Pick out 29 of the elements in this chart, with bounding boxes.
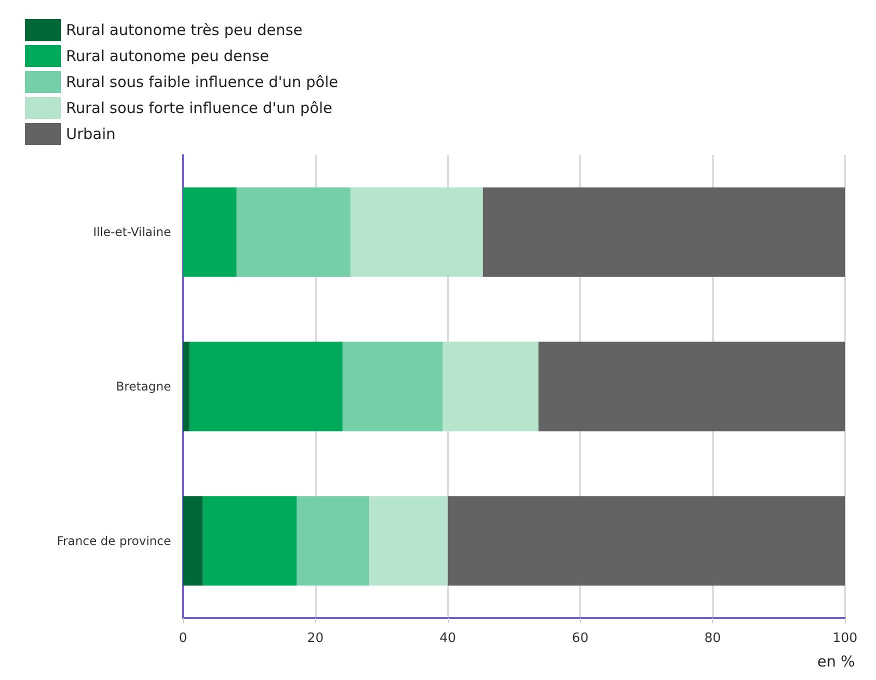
bar [538, 342, 845, 432]
bar [183, 342, 190, 432]
x-tick-label: 60 [572, 631, 588, 646]
x-tick-label: 0 [178, 631, 188, 646]
legend-label: Urbain [66, 125, 116, 143]
legend-label: Rural autonome très peu dense [66, 21, 302, 39]
bar [350, 187, 483, 277]
x-tick-label: 40 [440, 631, 456, 646]
bar [296, 496, 370, 586]
legend-label: Rural autonome peu dense [66, 47, 269, 65]
x-tick-label: 20 [307, 631, 324, 646]
bar [448, 496, 845, 586]
x-tick-label: 80 [704, 631, 721, 646]
y-tick-label: Ille-et-Vilaine [93, 225, 171, 240]
legend-label: Rural sous forte influence d'un pôle [66, 99, 332, 117]
bar [183, 187, 237, 277]
legend-label: Rural sous faible influence d'un pôle [66, 73, 338, 91]
bar [236, 187, 350, 277]
bar [369, 496, 448, 586]
bar [202, 496, 297, 586]
y-tick-label: France de province [56, 534, 171, 548]
x-axis-title: en % [817, 652, 855, 670]
bar [190, 342, 343, 432]
bar [183, 496, 203, 586]
bar [442, 342, 538, 432]
bar [342, 342, 443, 432]
x-tick-label: 100 [832, 631, 858, 646]
y-tick-label: Bretagne [116, 380, 171, 394]
bar [482, 187, 845, 277]
